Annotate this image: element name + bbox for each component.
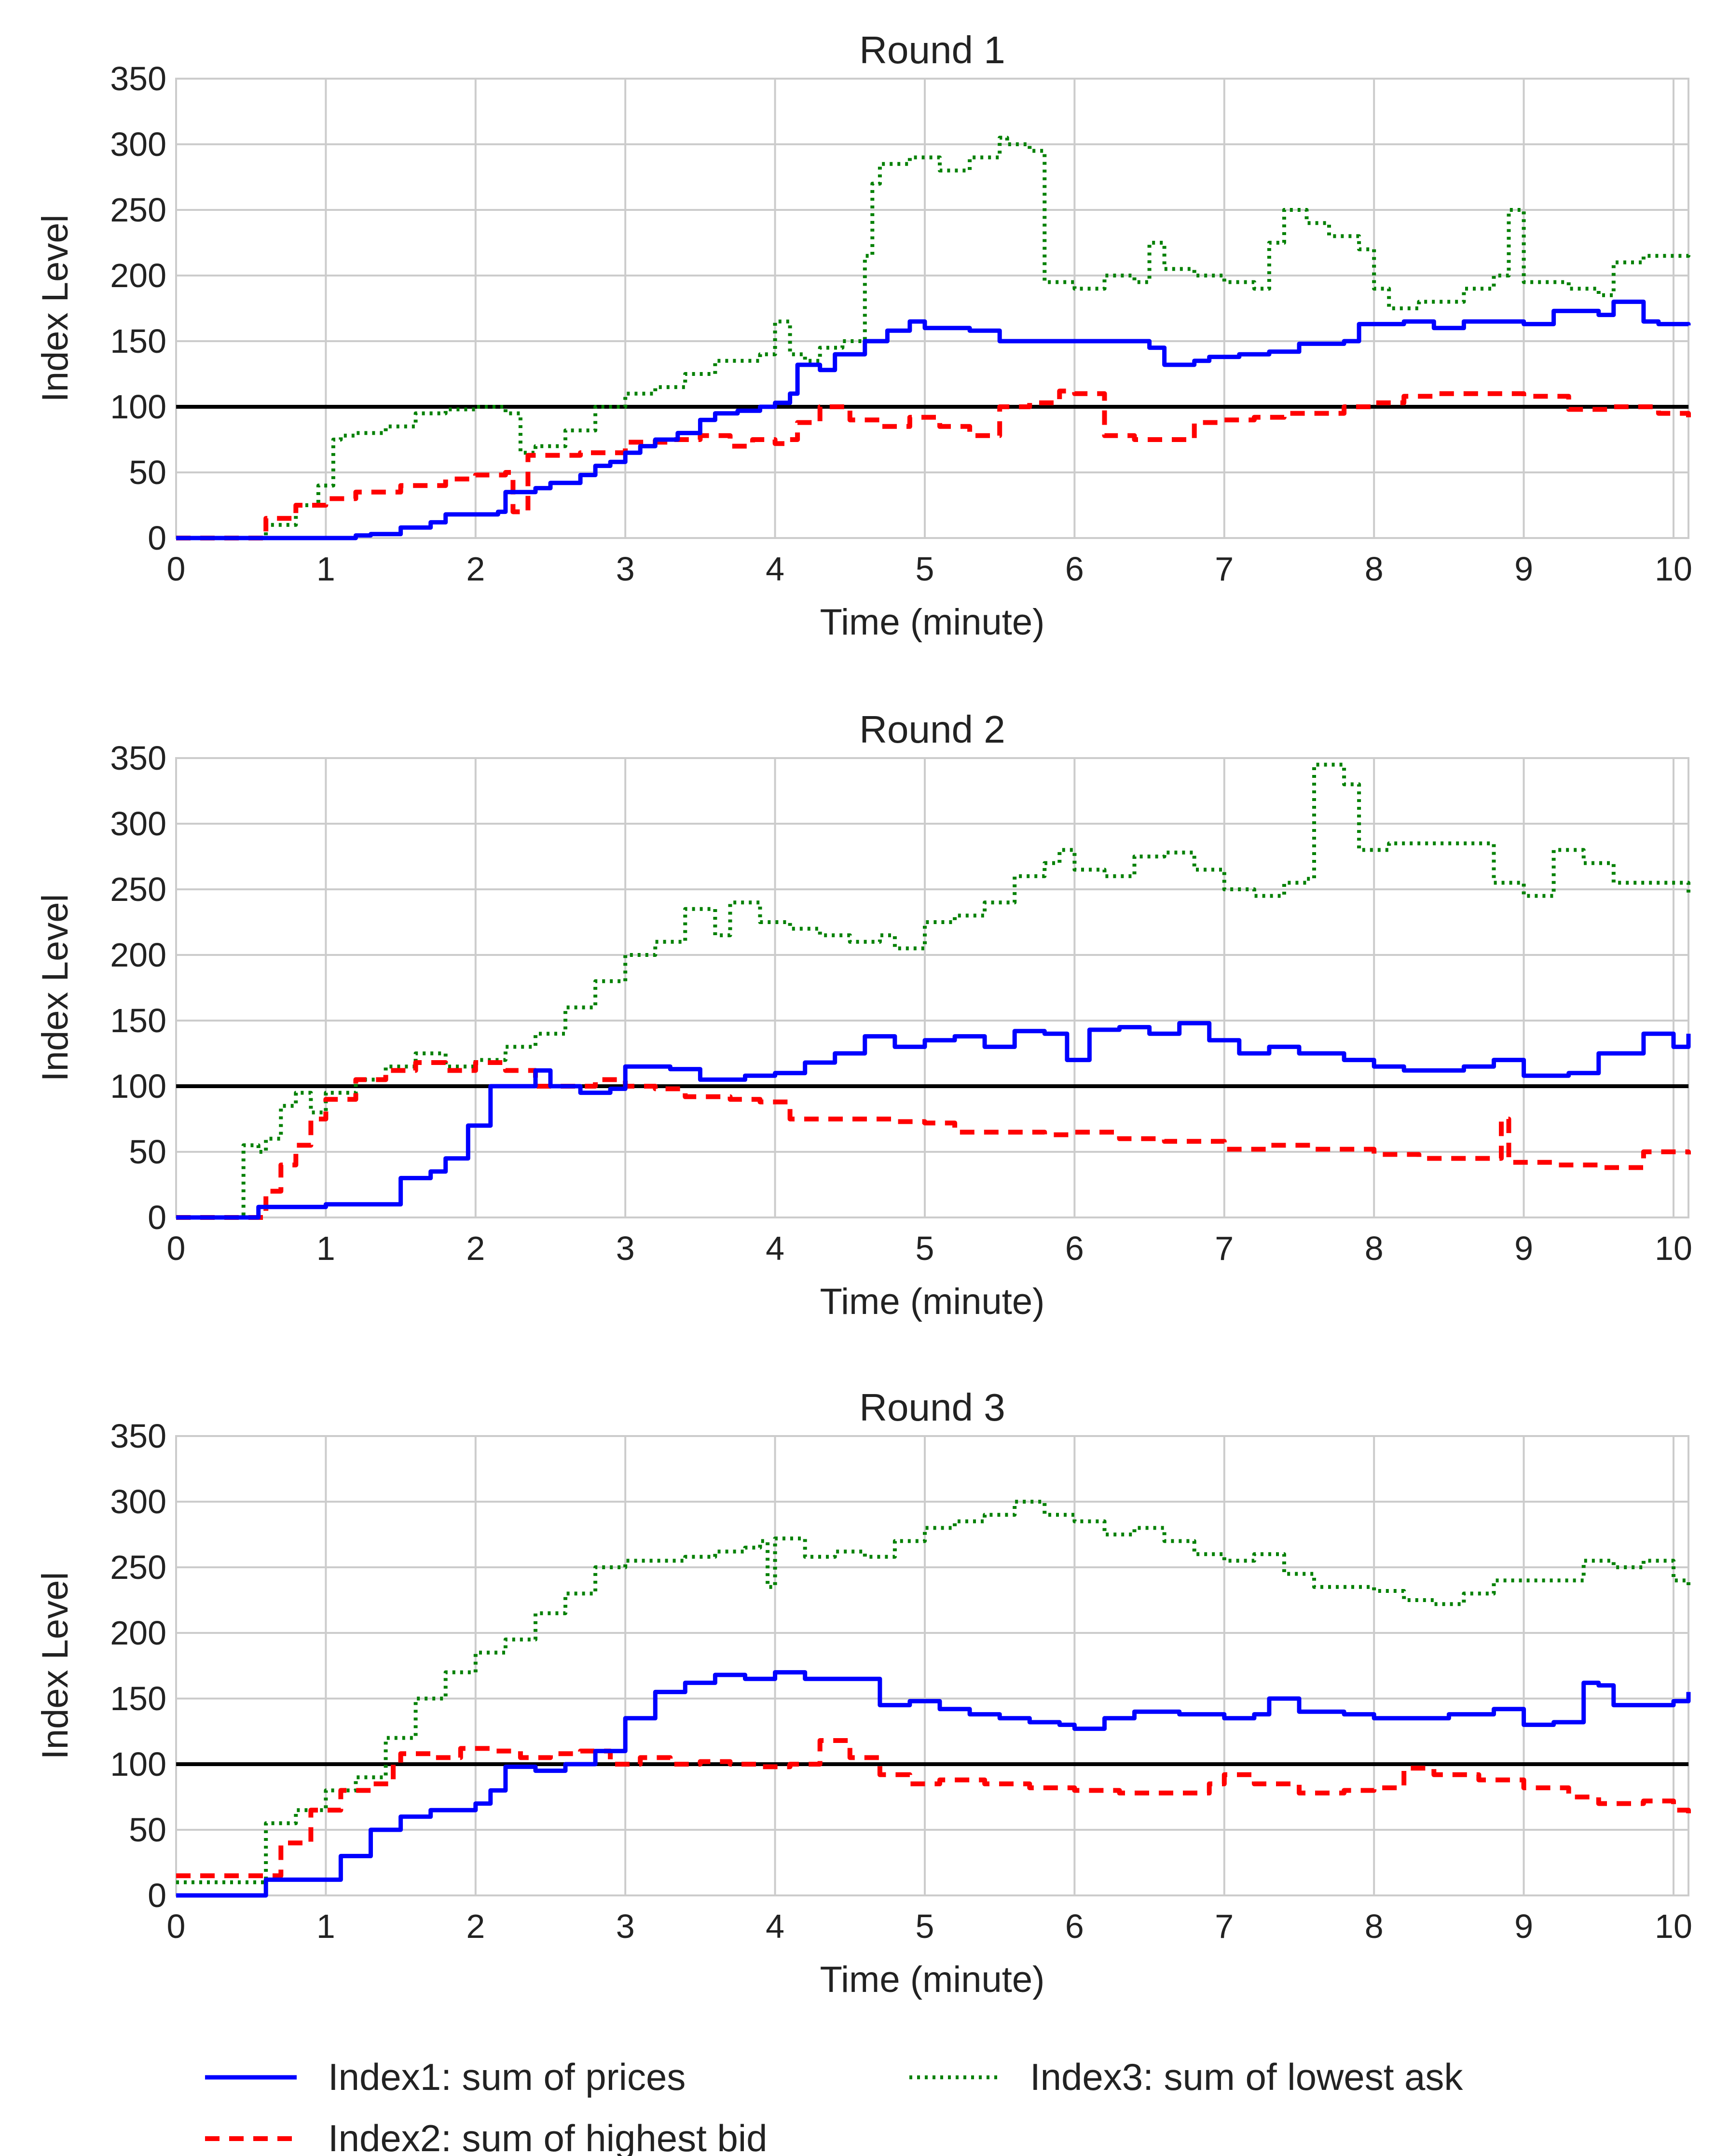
x-tick-label: 3 bbox=[616, 550, 635, 588]
x-tick-label: 1 bbox=[316, 1907, 335, 1945]
y-tick-label: 50 bbox=[129, 1133, 166, 1171]
x-tick-label: 3 bbox=[616, 1230, 635, 1267]
x-tick-label: 7 bbox=[1215, 1230, 1234, 1267]
x-axis-label: Time (minute) bbox=[820, 1959, 1045, 2000]
x-tick-label: 0 bbox=[167, 550, 186, 588]
x-tick-label: 6 bbox=[1065, 550, 1084, 588]
x-axis-label: Time (minute) bbox=[820, 1281, 1045, 1322]
panel-title: Round 3 bbox=[859, 1386, 1005, 1429]
y-tick-label: 150 bbox=[110, 1002, 166, 1039]
plot-area-frame bbox=[175, 757, 1689, 1218]
x-tick-label: 5 bbox=[916, 550, 934, 588]
plot-area-frame bbox=[175, 78, 1689, 539]
series-line-index3 bbox=[176, 762, 1690, 1219]
series-line-index2 bbox=[176, 388, 1691, 540]
y-tick-label: 300 bbox=[110, 805, 166, 843]
series-line-index2 bbox=[176, 1738, 1691, 1879]
y-axis-label: Index Level bbox=[35, 894, 76, 1082]
y-tick-label: 0 bbox=[148, 519, 166, 557]
x-tick-label: 8 bbox=[1365, 1907, 1384, 1945]
y-tick-label: 100 bbox=[110, 1067, 166, 1105]
x-tick-label: 9 bbox=[1514, 550, 1533, 588]
y-tick-label: 150 bbox=[110, 322, 166, 360]
series-line-index1 bbox=[176, 1021, 1691, 1220]
x-tick-label: 2 bbox=[466, 550, 485, 588]
series-line-index1 bbox=[176, 299, 1691, 540]
x-tick-label: 1 bbox=[316, 1230, 335, 1267]
x-tick-label: 1 bbox=[316, 550, 335, 588]
y-tick-label: 250 bbox=[110, 871, 166, 908]
x-tick-label: 9 bbox=[1514, 1230, 1533, 1267]
series-line-index3 bbox=[176, 1500, 1690, 1884]
panel-title: Round 2 bbox=[859, 708, 1005, 751]
panel-title: Round 1 bbox=[859, 28, 1005, 71]
y-tick-label: 50 bbox=[129, 1811, 166, 1849]
legend-label-index2: Index2: sum of highest bid bbox=[328, 2117, 768, 2156]
x-tick-label: 4 bbox=[766, 550, 784, 588]
y-tick-label: 200 bbox=[110, 1614, 166, 1652]
y-tick-label: 50 bbox=[129, 454, 166, 491]
series-line-index3 bbox=[176, 136, 1690, 540]
y-tick-label: 200 bbox=[110, 936, 166, 974]
legend: Index1: sum of prices Index2: sum of hig… bbox=[205, 2056, 1463, 2156]
x-tick-label: 6 bbox=[1065, 1230, 1084, 1267]
x-tick-label: 3 bbox=[616, 1907, 635, 1945]
plot-area-frame bbox=[175, 1435, 1689, 1896]
x-tick-label: 0 bbox=[167, 1907, 186, 1945]
x-tick-label: 8 bbox=[1365, 1230, 1384, 1267]
x-tick-label: 8 bbox=[1365, 550, 1384, 588]
x-tick-label: 0 bbox=[167, 1230, 186, 1267]
y-tick-label: 250 bbox=[110, 1548, 166, 1586]
legend-label-index3: Index3: sum of lowest ask bbox=[1030, 2056, 1463, 2098]
y-tick-label: 350 bbox=[110, 60, 166, 97]
x-tick-label: 4 bbox=[766, 1907, 784, 1945]
y-tick-label: 250 bbox=[110, 191, 166, 229]
x-tick-label: 10 bbox=[1655, 1230, 1692, 1267]
y-tick-label: 0 bbox=[148, 1199, 166, 1236]
y-tick-label: 100 bbox=[110, 1745, 166, 1783]
x-tick-label: 7 bbox=[1215, 550, 1234, 588]
x-tick-label: 10 bbox=[1655, 550, 1692, 588]
y-tick-label: 100 bbox=[110, 388, 166, 426]
y-tick-label: 350 bbox=[110, 739, 166, 777]
y-tick-label: 350 bbox=[110, 1417, 166, 1455]
x-tick-label: 2 bbox=[466, 1907, 485, 1945]
y-tick-label: 300 bbox=[110, 1483, 166, 1520]
x-axis-label: Time (minute) bbox=[820, 602, 1045, 643]
x-tick-label: 7 bbox=[1215, 1907, 1234, 1945]
y-tick-label: 200 bbox=[110, 257, 166, 294]
series-line-index1 bbox=[176, 1670, 1691, 1898]
y-tick-label: 0 bbox=[148, 1877, 166, 1914]
x-tick-label: 2 bbox=[466, 1230, 485, 1267]
series-line-index2 bbox=[176, 1060, 1691, 1220]
x-tick-label: 6 bbox=[1065, 1907, 1084, 1945]
y-tick-label: 300 bbox=[110, 125, 166, 163]
x-tick-label: 10 bbox=[1655, 1907, 1692, 1945]
x-tick-label: 5 bbox=[916, 1230, 934, 1267]
y-axis-label: Index Level bbox=[35, 1572, 76, 1760]
legend-label-index1: Index1: sum of prices bbox=[328, 2056, 686, 2098]
x-tick-label: 5 bbox=[916, 1907, 934, 1945]
x-tick-label: 4 bbox=[766, 1230, 784, 1267]
x-tick-label: 9 bbox=[1514, 1907, 1533, 1945]
y-axis-label: Index Level bbox=[35, 215, 76, 402]
y-tick-label: 150 bbox=[110, 1680, 166, 1717]
